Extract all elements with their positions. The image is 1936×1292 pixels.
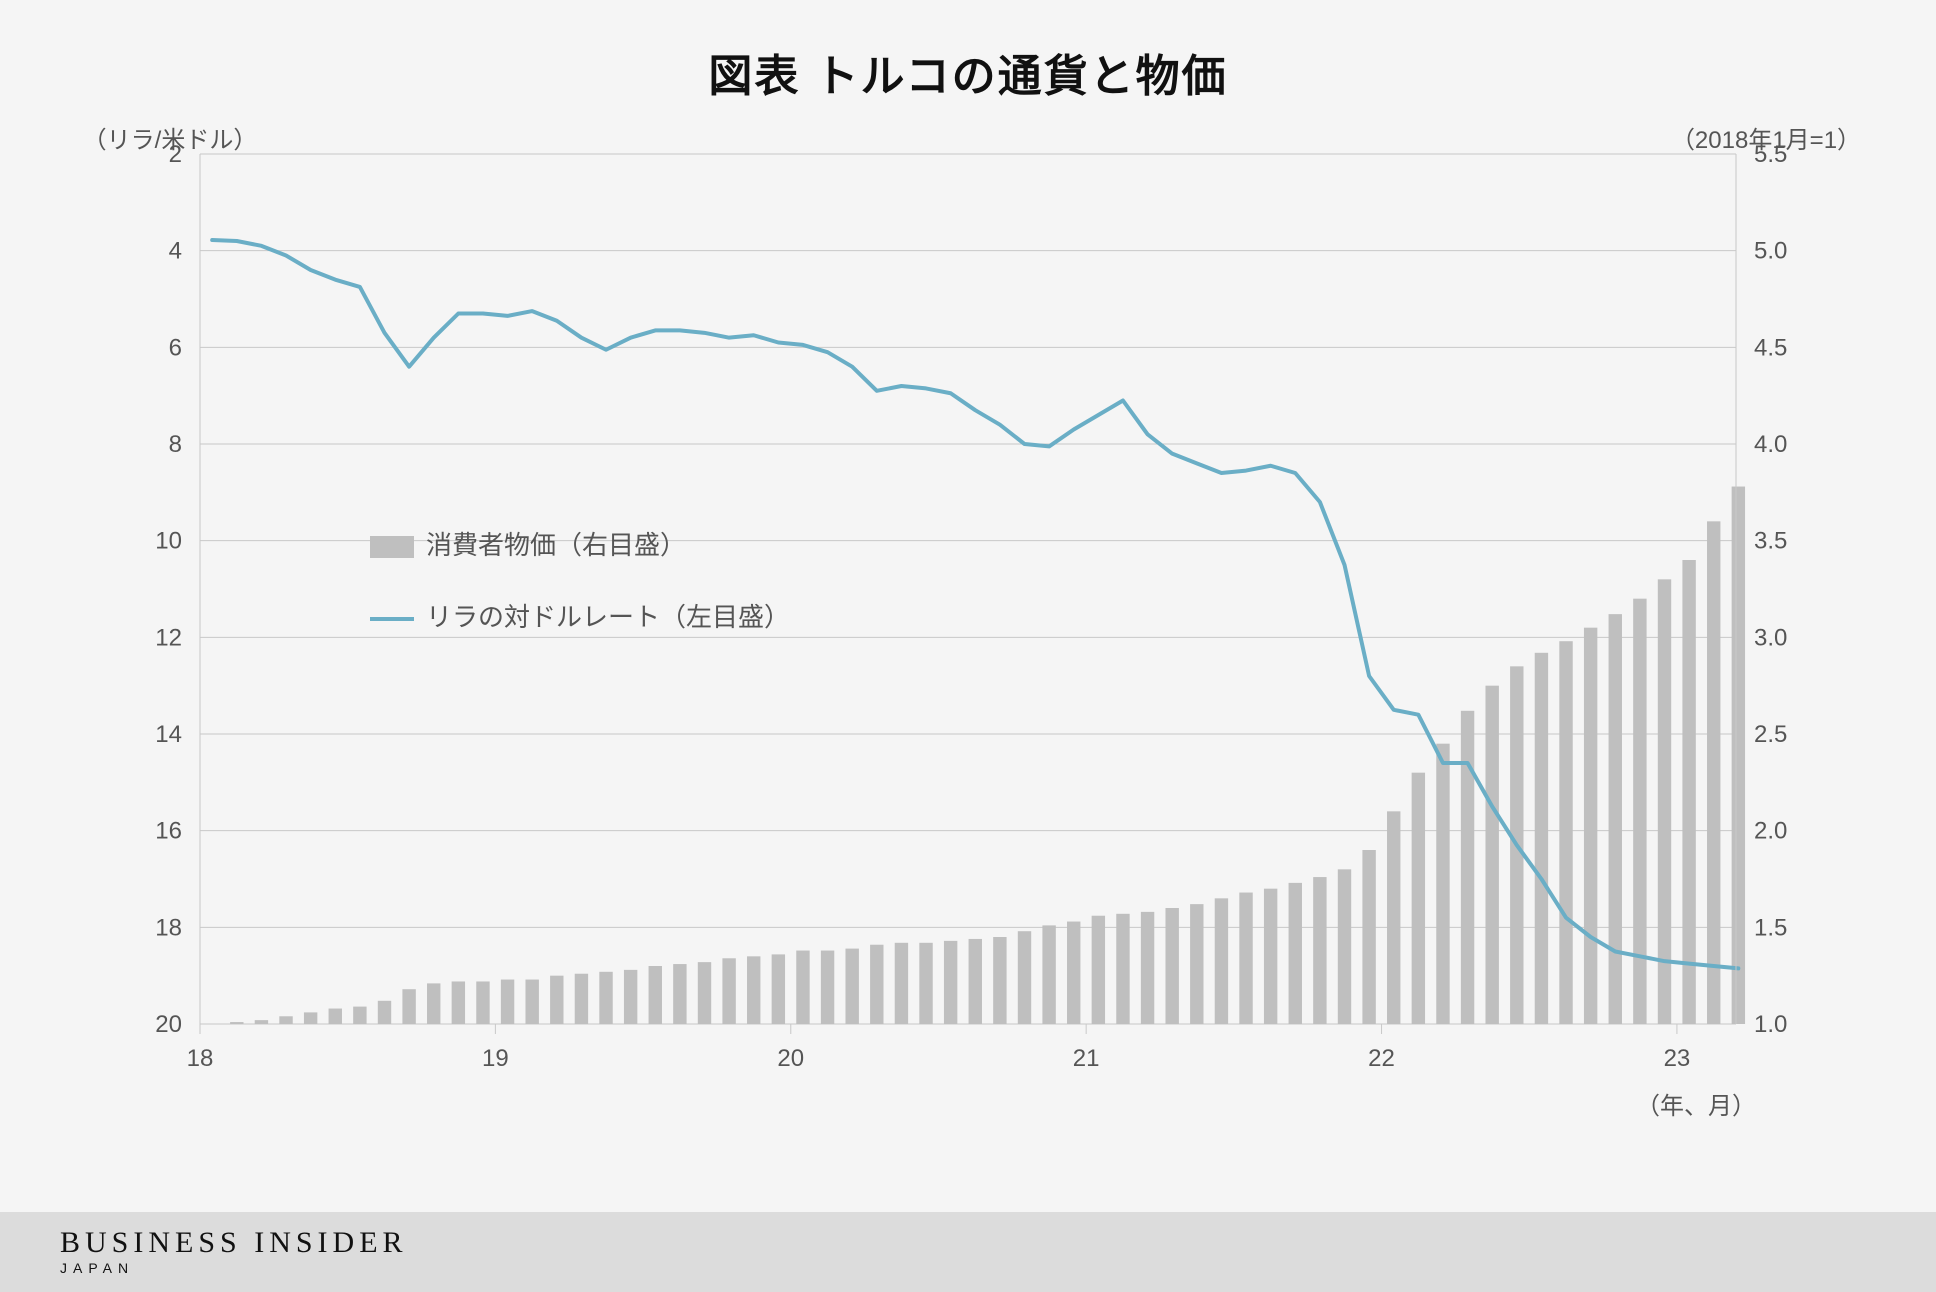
svg-text:リラの対ドルレート（左目盛）: リラの対ドルレート（左目盛） bbox=[426, 602, 790, 632]
svg-text:20: 20 bbox=[777, 1045, 804, 1072]
svg-text:12: 12 bbox=[155, 624, 182, 651]
chart-container: 図表 トルコの通貨と物価 24681012141618201.01.52.02.… bbox=[0, 0, 1936, 1292]
brand-name: BUSINESS INSIDER bbox=[60, 1228, 408, 1258]
svg-text:（年、月）: （年、月） bbox=[1636, 1093, 1756, 1120]
combo-chart: 24681012141618201.01.52.02.53.03.54.04.5… bbox=[60, 124, 1876, 1144]
chart-title: 図表 トルコの通貨と物価 bbox=[60, 40, 1876, 104]
svg-text:21: 21 bbox=[1073, 1045, 1100, 1072]
svg-text:4.5: 4.5 bbox=[1754, 334, 1787, 361]
svg-text:10: 10 bbox=[155, 528, 182, 555]
brand-footer: BUSINESS INSIDER JAPAN bbox=[0, 1212, 1936, 1292]
svg-text:14: 14 bbox=[155, 721, 182, 748]
svg-text:1.0: 1.0 bbox=[1754, 1011, 1787, 1038]
svg-text:6: 6 bbox=[169, 334, 182, 361]
svg-text:20: 20 bbox=[155, 1011, 182, 1038]
svg-text:8: 8 bbox=[169, 431, 182, 458]
svg-text:22: 22 bbox=[1368, 1045, 1395, 1072]
brand-block: BUSINESS INSIDER JAPAN bbox=[60, 1228, 408, 1276]
svg-text:（2018年1月=1）: （2018年1月=1） bbox=[1671, 127, 1861, 154]
svg-text:5.0: 5.0 bbox=[1754, 238, 1787, 265]
svg-text:18: 18 bbox=[187, 1045, 214, 1072]
svg-text:（リラ/米ドル）: （リラ/米ドル） bbox=[83, 127, 258, 154]
svg-text:2.5: 2.5 bbox=[1754, 721, 1787, 748]
svg-text:4.0: 4.0 bbox=[1754, 431, 1787, 458]
svg-text:18: 18 bbox=[155, 914, 182, 941]
svg-text:16: 16 bbox=[155, 818, 182, 845]
svg-text:23: 23 bbox=[1664, 1045, 1691, 1072]
plot-area: 24681012141618201.01.52.02.53.03.54.04.5… bbox=[60, 124, 1876, 1074]
svg-text:4: 4 bbox=[169, 238, 182, 265]
svg-text:2.0: 2.0 bbox=[1754, 818, 1787, 845]
svg-text:19: 19 bbox=[482, 1045, 509, 1072]
svg-text:1.5: 1.5 bbox=[1754, 914, 1787, 941]
brand-sub: JAPAN bbox=[60, 1260, 408, 1276]
svg-text:消費者物価（右目盛）: 消費者物価（右目盛） bbox=[426, 530, 686, 560]
svg-text:3.0: 3.0 bbox=[1754, 624, 1787, 651]
svg-text:3.5: 3.5 bbox=[1754, 528, 1787, 555]
